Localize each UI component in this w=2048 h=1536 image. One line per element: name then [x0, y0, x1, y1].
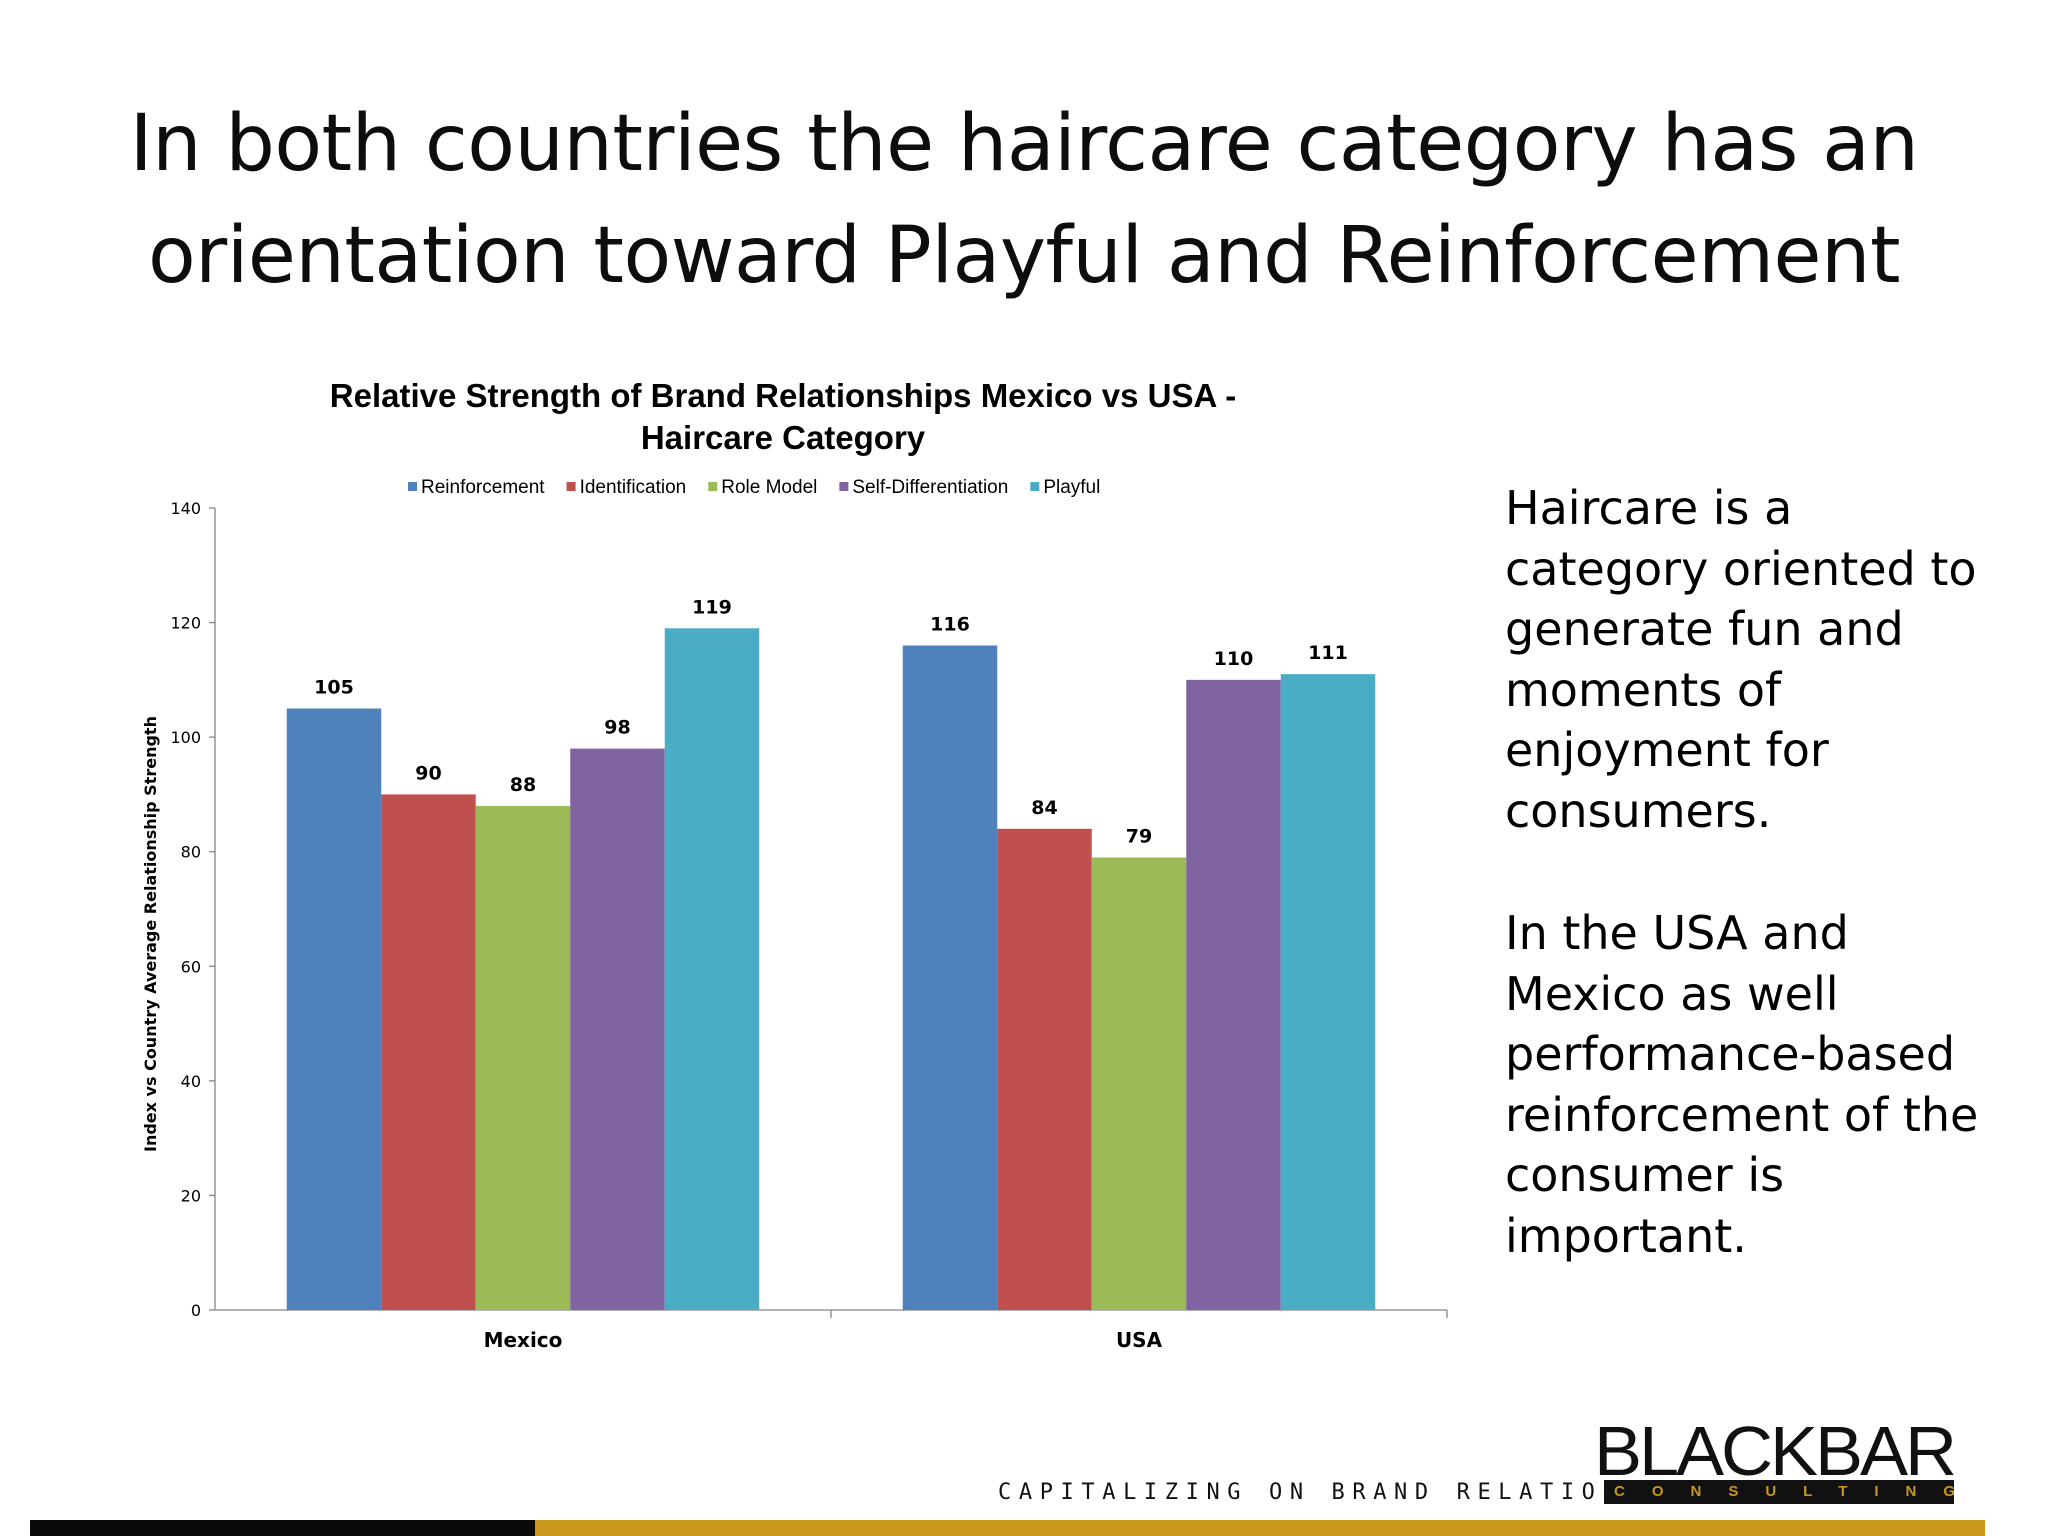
bar-usa-reinforcement — [902, 645, 998, 1310]
slide-title-line-2: orientation toward Playful and Reinforce… — [147, 211, 1901, 301]
bar-usa-identification — [997, 828, 1092, 1310]
bar-mexico-role-model — [475, 805, 571, 1310]
bar-usa-role-model — [1091, 857, 1187, 1310]
y-axis-title: Index vs Country Average Relationship St… — [141, 716, 160, 1152]
legend-label-4: Self-Differentiation — [852, 477, 1008, 498]
commentary-paragraph-1: Haircare is a category oriented to gener… — [1505, 481, 1977, 838]
y-tick-label: 60 — [181, 957, 201, 976]
legend-swatch-4 — [839, 482, 849, 491]
data-label: 119 — [692, 596, 732, 618]
x-category-label: USA — [1116, 1328, 1163, 1352]
legend-swatch-3 — [708, 482, 718, 491]
bar-chart: Relative Strength of Brand Relationships… — [141, 377, 1448, 1352]
y-tick-label: 40 — [181, 1072, 201, 1091]
data-label: 79 — [1126, 825, 1152, 847]
side-commentary: Haircare is a category oriented to gener… — [1505, 478, 1985, 1328]
data-label: 110 — [1214, 648, 1254, 670]
chart-title-line-1: Relative Strength of Brand Relationships… — [330, 377, 1236, 414]
bar-usa-self-differentiation — [1186, 679, 1281, 1310]
data-label: 88 — [510, 774, 536, 796]
data-label: 111 — [1308, 642, 1348, 664]
data-label: 116 — [930, 613, 970, 635]
data-label: 84 — [1031, 797, 1057, 819]
blackbar-logo-subtitle: CONSULTING LLC — [1604, 1480, 1954, 1504]
slide-title: In both countries the haircare category … — [120, 88, 1928, 312]
legend-swatch-1 — [408, 482, 417, 491]
data-label: 90 — [415, 762, 441, 784]
bar-mexico-playful — [664, 628, 760, 1310]
legend-swatch-5 — [1030, 482, 1040, 491]
legend-label-3: Role Model — [721, 477, 817, 498]
data-label: 105 — [314, 677, 354, 699]
legend-swatch-2 — [566, 482, 576, 491]
y-tick-label: 140 — [170, 499, 201, 518]
chart-title-line-2: Haircare Category — [641, 419, 926, 456]
commentary-paragraph-2: In the USA and Mexico as well performanc… — [1505, 906, 1979, 1263]
y-tick-label: 0 — [191, 1301, 201, 1320]
footer-gold-bar — [535, 1520, 1985, 1536]
data-label: 98 — [604, 717, 630, 739]
y-tick-label: 80 — [181, 843, 201, 862]
bar-usa-playful — [1280, 674, 1376, 1310]
y-tick-label: 100 — [170, 728, 201, 747]
y-tick-label: 120 — [170, 614, 201, 633]
blackbar-logo: BLACKBAR — [1594, 1412, 1957, 1490]
bar-mexico-self-differentiation — [570, 748, 665, 1310]
legend-label-2: Identification — [580, 477, 687, 498]
x-category-label: Mexico — [484, 1328, 563, 1352]
legend-label-1: Reinforcement — [421, 477, 545, 498]
y-tick-label: 20 — [181, 1186, 201, 1205]
footer-black-bar — [30, 1520, 535, 1536]
bar-mexico-identification — [381, 794, 476, 1310]
legend-label-5: Playful — [1043, 477, 1100, 498]
slide-title-line-1: In both countries the haircare category … — [129, 99, 1919, 189]
bar-mexico-reinforcement — [286, 708, 382, 1310]
